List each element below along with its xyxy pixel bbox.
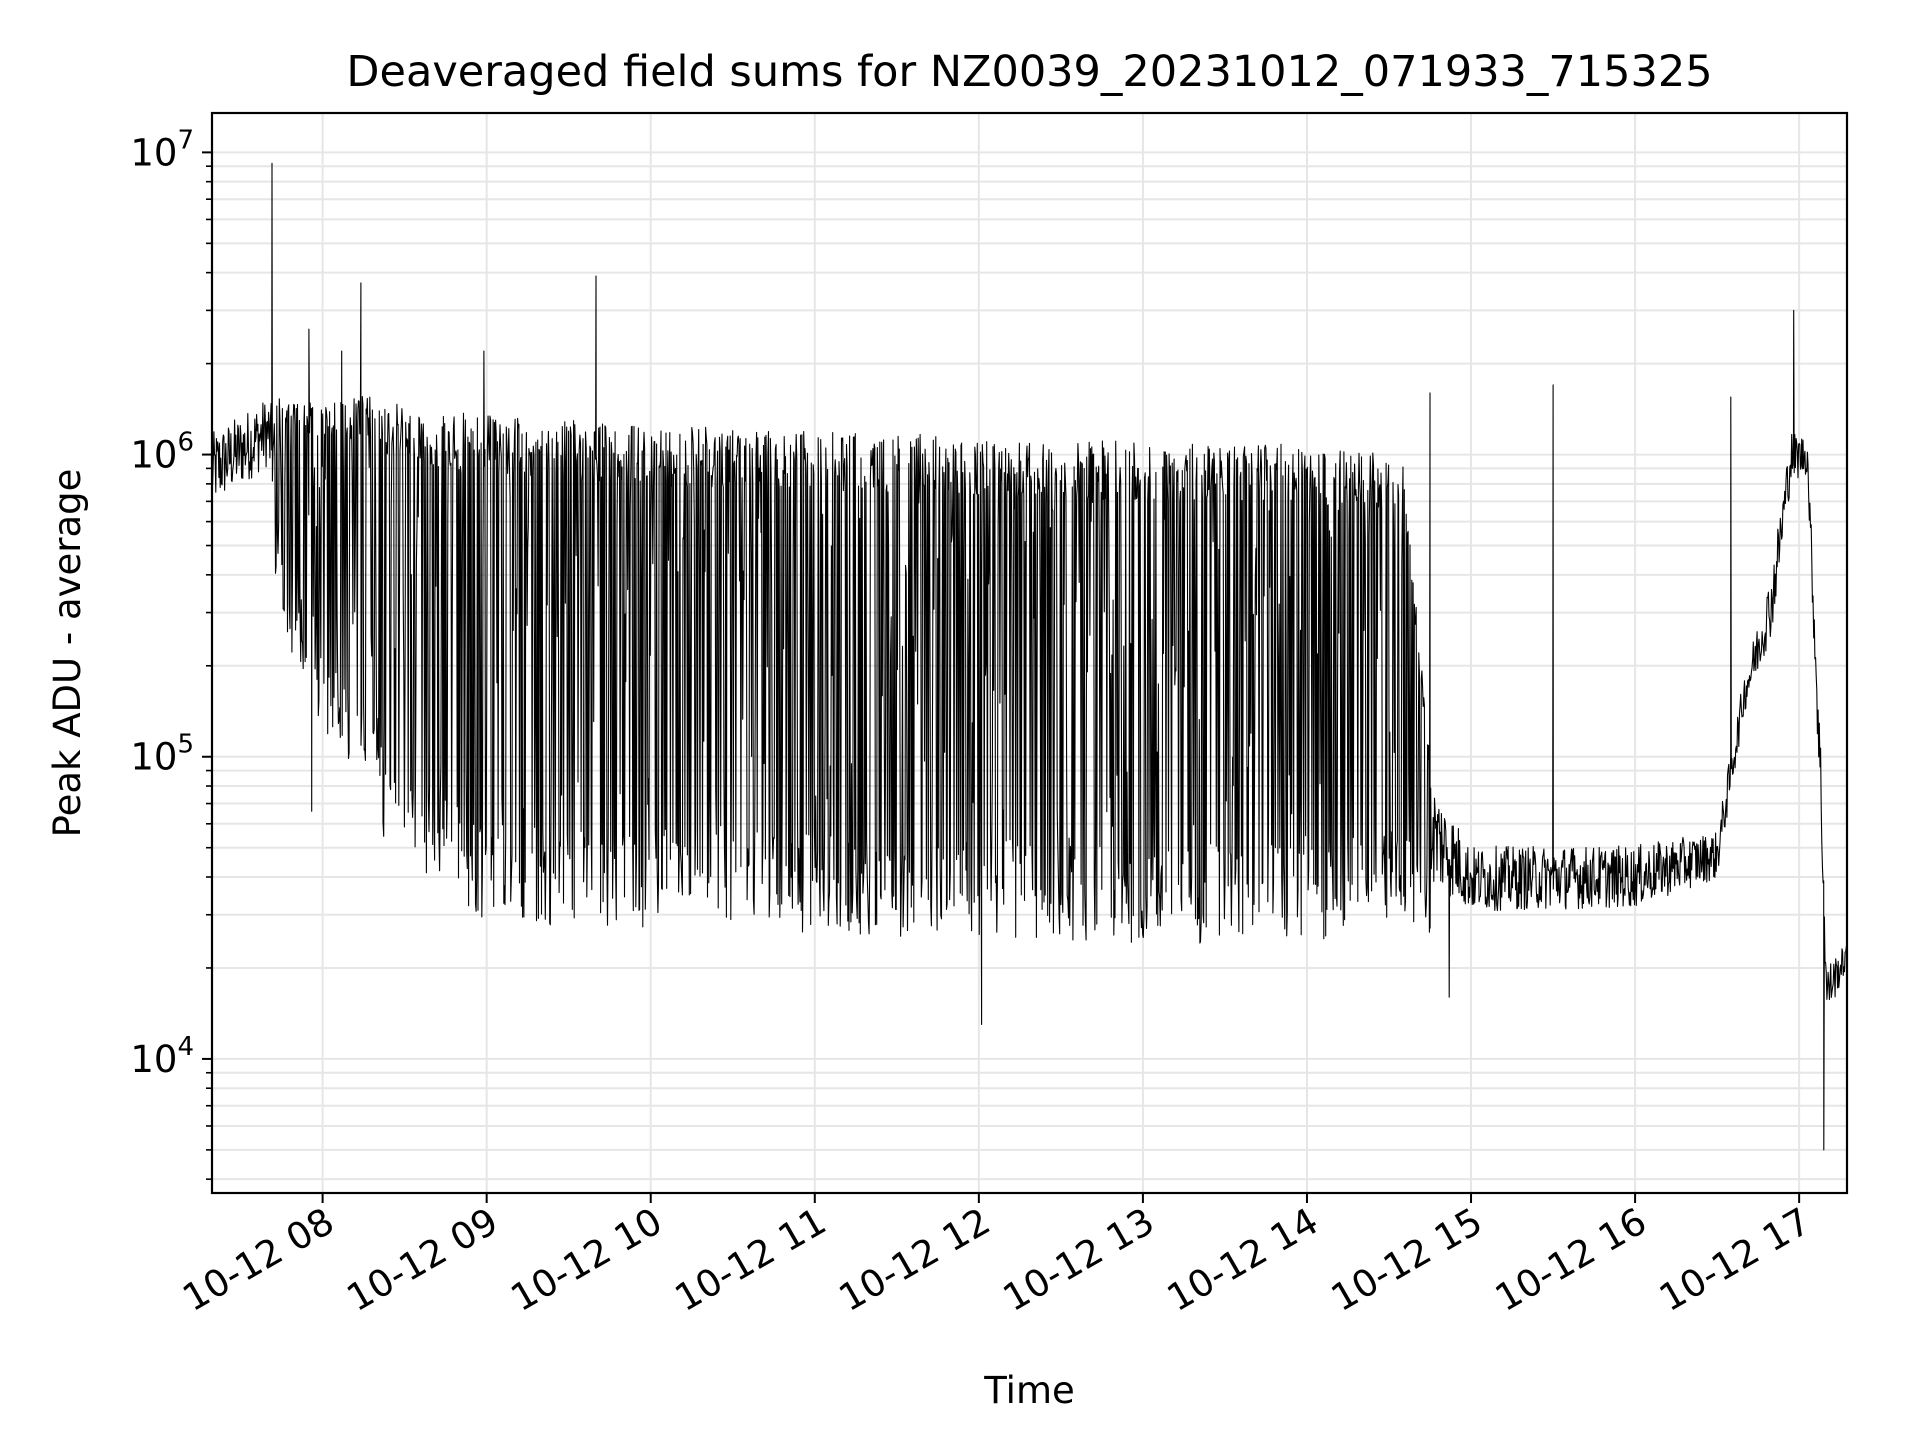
y-tick-label: 106 [130,428,194,477]
y-axis-label: Peak ADU - average [46,469,89,838]
plot-area [212,162,1847,1151]
y-tick-label: 104 [130,1032,194,1081]
y-tick-label: 107 [130,125,194,174]
x-axis-label: Time [983,1369,1075,1412]
y-tick-label: 105 [130,730,194,779]
series-line [212,162,1847,1151]
chart-title: Deaveraged field sums for NZ0039_2023101… [346,47,1712,97]
axes-frame [210,111,1849,1195]
